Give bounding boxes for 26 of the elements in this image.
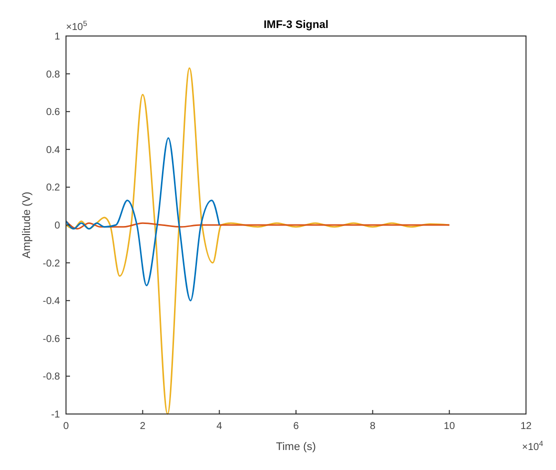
y-tick-label: -0.4 <box>42 296 60 308</box>
y-tick-label: -1 <box>51 410 60 420</box>
text: ×10$^{4}$ <box>522 438 544 453</box>
x-tick-label: 8 <box>370 421 376 432</box>
y-tick-label: -0.8 <box>42 372 60 383</box>
x-tick-label: 6 <box>293 421 300 432</box>
y-tick-label: 0 <box>54 220 60 232</box>
line-series <box>65 220 450 230</box>
line-series <box>65 137 220 302</box>
y-tick-label: 0.8 <box>46 69 60 80</box>
text: ×10$^{5}$ <box>66 18 88 33</box>
y-tick-label: -0.2 <box>42 258 60 270</box>
chart-title: IMF-3 Signal <box>264 19 328 31</box>
x-tick-label: 0 <box>63 421 70 432</box>
y-tick-label: 0.2 <box>46 182 60 194</box>
x-tick-label: 10 <box>444 421 456 432</box>
x-tick-label: 4 <box>216 421 223 432</box>
y-tick-label: 0.6 <box>46 107 60 118</box>
y-axis-title: Amplitude (V) <box>21 192 33 258</box>
y-tick-label: -0.6 <box>42 334 60 345</box>
line-series <box>65 67 450 415</box>
y-tick-label: 0.4 <box>46 144 60 156</box>
x-tick-label: 2 <box>140 421 146 432</box>
x-tick-label: 12 <box>520 421 532 432</box>
x-axis-title: Time (s) <box>276 441 316 453</box>
y-tick-label: 1 <box>54 32 60 42</box>
